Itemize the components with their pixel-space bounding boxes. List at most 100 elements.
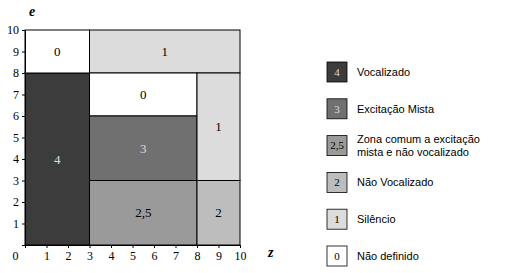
tick-label: 1 [44, 249, 50, 263]
y-axis: 1 2 3 4 5 6 7 8 9 10 [7, 23, 26, 245]
tick-label: 10 [235, 249, 247, 263]
tick-mark [22, 52, 25, 53]
cell-label: 0 [54, 44, 61, 59]
cell-labels: 4 0 1 0 3 2,5 1 2 [54, 44, 222, 220]
legend-label-line: Zona comum a excitação [357, 133, 480, 145]
cell [197, 73, 240, 181]
chart: 401032,51201234567891012345678910ze4Voca… [0, 0, 517, 273]
tick: 10 [235, 245, 247, 263]
cell [25, 73, 90, 245]
legend-swatch [327, 209, 347, 229]
legend-value: 1 [334, 213, 340, 225]
cell-label: 1 [215, 119, 222, 134]
legend-item: 0 Não definido [327, 246, 419, 266]
cell-label: 2,5 [135, 205, 151, 220]
tick: 2 [66, 245, 72, 263]
tick: 9 [13, 45, 25, 59]
legend-label: Não definido [357, 250, 419, 262]
tick-label: 8 [13, 66, 19, 80]
legend-label: Vocalizado [357, 66, 410, 78]
legend-swatch [327, 246, 347, 266]
legend: 4 Vocalizado 3 Excitação Mista 2,5 Zona comum… [327, 62, 480, 266]
tick-label: 0 [13, 249, 19, 263]
legend-item: 1 Silêncio [327, 209, 396, 229]
tick: 9 [216, 245, 222, 263]
legend-label: Não Vocalizado [357, 176, 433, 188]
cell [25, 30, 90, 73]
cell [90, 30, 241, 73]
legend-label-line: mista e não vocalizado [357, 146, 469, 158]
tick-label: 5 [130, 249, 136, 263]
tick: 3 [87, 245, 93, 263]
legend-value: 0 [334, 250, 340, 262]
tick-label: 1 [13, 217, 19, 231]
cell-label: 3 [140, 141, 147, 156]
legend-value: 2,5 [330, 139, 344, 151]
legend-label-line: Silêncio [357, 213, 396, 225]
cell-label: 1 [162, 44, 169, 59]
tick: 7 [13, 88, 25, 102]
tick-label: 6 [13, 109, 19, 123]
tick: 6 [13, 109, 25, 123]
tick-label: 4 [109, 249, 115, 263]
legend-label-line: Não definido [357, 250, 419, 262]
tick-label: 4 [13, 152, 19, 166]
legend-swatch [327, 136, 347, 156]
tick: 5 [130, 245, 136, 263]
tick-label: 5 [13, 131, 19, 145]
cell-label: 4 [54, 152, 61, 167]
legend-label: Zona comum a excitaçãomista e não vocali… [357, 133, 480, 158]
legend-label-line: Excitação Mista [357, 103, 435, 115]
tick-label: 7 [173, 249, 179, 263]
tick: 5 [13, 131, 25, 145]
tick-mark [22, 202, 25, 203]
tick: 2 [13, 195, 25, 209]
tick-mark [22, 30, 25, 31]
tick: 1 [44, 245, 50, 263]
legend-swatch [327, 172, 347, 192]
tick: 6 [152, 245, 158, 263]
tick-label: 9 [216, 249, 222, 263]
tick: 8 [13, 66, 25, 80]
tick: 7 [173, 245, 179, 263]
legend-item: 2Não Vocalizado [327, 172, 433, 192]
axis-line [22, 31, 26, 246]
tick: 0 [13, 245, 26, 263]
tick-mark [22, 159, 25, 160]
legend-value: 4 [334, 66, 340, 78]
tick: 1 [13, 217, 25, 231]
y-axis-title: e [29, 4, 35, 19]
tick-mark [22, 73, 25, 74]
tick-label: 10 [7, 23, 19, 37]
tick-label: 9 [13, 45, 19, 59]
tick-label: 3 [13, 174, 19, 188]
x-axis-title: z [267, 245, 274, 260]
legend-item: 3 Excitação Mista [327, 99, 435, 119]
tick-mark [22, 224, 25, 225]
tick-mark [22, 138, 25, 139]
tick-label: 7 [13, 88, 19, 102]
cell [90, 181, 198, 246]
tick-label: 6 [152, 249, 158, 263]
legend-item: 2,5 Zona comum a excitaçãomista e não voc… [327, 133, 480, 158]
cells [25, 30, 240, 245]
x-axis: 0 1 2 3 4 5 6 7 8 9 10 [13, 245, 247, 263]
legend-label-line: Não Vocalizado [357, 176, 433, 188]
tick: 8 [195, 245, 201, 263]
tick-mark [22, 95, 25, 96]
tick-label: 2 [66, 249, 72, 263]
tick-label: 2 [13, 195, 19, 209]
tick: 4 [13, 152, 25, 166]
legend-label: Excitação Mista [357, 103, 435, 115]
tick: 10 [7, 23, 25, 37]
legend-label: Silêncio [357, 213, 396, 225]
cell-label: 0 [140, 87, 147, 102]
tick-mark [22, 116, 25, 117]
cell [90, 116, 198, 181]
legend-value: 3 [334, 103, 340, 115]
tick-label: 8 [195, 249, 201, 263]
tick-label: 3 [87, 249, 93, 263]
cell-label: 2 [215, 205, 222, 220]
tick: 4 [109, 245, 115, 263]
legend-label-line: Vocalizado [357, 66, 410, 78]
